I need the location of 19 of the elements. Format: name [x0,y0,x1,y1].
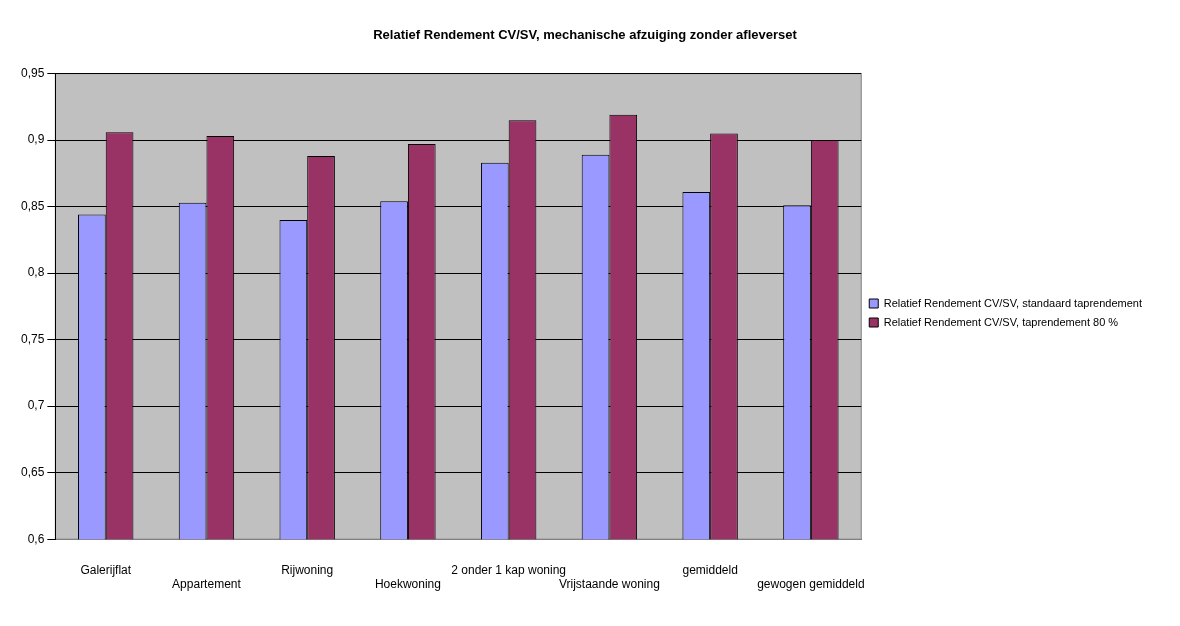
y-tick-label: 0,7 [27,398,45,413]
x-tick-label: Hoekwoning [374,577,441,592]
y-tick-label: 0,8 [27,265,45,280]
y-tick-label: 0,75 [21,331,45,346]
legend-label: Relatief Rendement CV/SV, standaard taprendement [883,296,1143,309]
y-tick-label: 0,85 [21,198,45,213]
x-tick-label: Rijwoning [281,562,334,577]
x-tick-label: gemiddeld [682,562,738,577]
y-tick-label: 0,95 [21,65,45,80]
x-tick-label: Vrijstaande woning [558,577,660,592]
y-tick-label: 0,65 [21,465,45,479]
chart-title: Relatief Rendement CV/SV, mechanische afzuiging zonder afleverset [373,27,798,43]
x-tick-label: 2 onder 1 kap woning [451,562,567,577]
x-tick-label: Appartement [172,577,242,592]
y-tick-label: 0,9 [27,132,45,147]
x-tick-label: gewogen gemiddeld [757,577,865,592]
x-tick-label: Galerijflat [80,562,132,577]
legend-label: Relatief Rendement CV/SV, taprendement 80 % [883,315,1119,328]
y-tick-label: 0,6 [27,531,45,546]
